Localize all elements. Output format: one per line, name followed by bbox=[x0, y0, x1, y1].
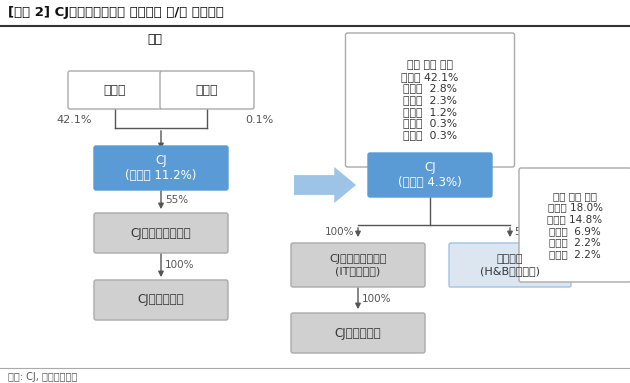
Text: 42.1%: 42.1% bbox=[56, 115, 91, 125]
FancyBboxPatch shape bbox=[368, 153, 492, 197]
Text: 자료: CJ, 한국투자증권: 자료: CJ, 한국투자증권 bbox=[8, 372, 77, 382]
Text: 이경후: 이경후 bbox=[196, 83, 218, 97]
FancyBboxPatch shape bbox=[94, 213, 228, 253]
FancyBboxPatch shape bbox=[68, 71, 162, 109]
Text: 오너 일가 지분
이재현 42.1%
이선호  2.8%
이재환  2.3%
이경후  1.2%
이소혜  0.3%
이호준  0.3%: 오너 일가 지분 이재현 42.1% 이선호 2.8% 이재환 2.3% 이경후… bbox=[401, 60, 459, 140]
Text: 100%: 100% bbox=[165, 260, 195, 270]
Polygon shape bbox=[294, 167, 356, 203]
FancyBboxPatch shape bbox=[160, 71, 254, 109]
Text: 55%: 55% bbox=[514, 227, 537, 237]
Text: CJ올리브네트웍스
(IT사업부문): CJ올리브네트웍스 (IT사업부문) bbox=[329, 254, 387, 276]
Text: 이재현: 이재현 bbox=[104, 83, 126, 97]
Text: 현재: 현재 bbox=[147, 33, 163, 46]
Text: CJ파워캐스트: CJ파워캐스트 bbox=[138, 293, 185, 306]
Text: 신설회사
(H&B사업부문): 신설회사 (H&B사업부문) bbox=[480, 254, 540, 276]
FancyBboxPatch shape bbox=[519, 168, 630, 282]
Text: CJ올리브네트웍스: CJ올리브네트웍스 bbox=[130, 226, 192, 239]
FancyBboxPatch shape bbox=[94, 146, 228, 190]
Text: CJ파워캐스트: CJ파워캐스트 bbox=[335, 326, 381, 339]
FancyBboxPatch shape bbox=[94, 280, 228, 320]
Text: 100%: 100% bbox=[324, 227, 354, 237]
Text: CJ
(자사주 4.3%): CJ (자사주 4.3%) bbox=[398, 161, 462, 189]
FancyBboxPatch shape bbox=[449, 243, 571, 287]
Text: 변경(안): 변경(안) bbox=[413, 33, 447, 46]
Text: 100%: 100% bbox=[362, 293, 391, 303]
FancyBboxPatch shape bbox=[345, 33, 515, 167]
FancyBboxPatch shape bbox=[291, 313, 425, 353]
Text: CJ
(자사주 11.2%): CJ (자사주 11.2%) bbox=[125, 154, 197, 182]
Text: 0.1%: 0.1% bbox=[245, 115, 273, 125]
Text: [그림 2] CJ올리브네트웍스 인적분할 전/후 지배구조: [그림 2] CJ올리브네트웍스 인적분할 전/후 지배구조 bbox=[8, 6, 224, 19]
FancyBboxPatch shape bbox=[291, 243, 425, 287]
Text: 오너 일가 지분
이선호 18.0%
이재환 14.8%
이경후  6.9%
이소혜  2.2%
이호준  2.2%: 오너 일가 지분 이선호 18.0% 이재환 14.8% 이경후 6.9% 이소… bbox=[547, 191, 602, 259]
Text: 55%: 55% bbox=[165, 195, 188, 205]
